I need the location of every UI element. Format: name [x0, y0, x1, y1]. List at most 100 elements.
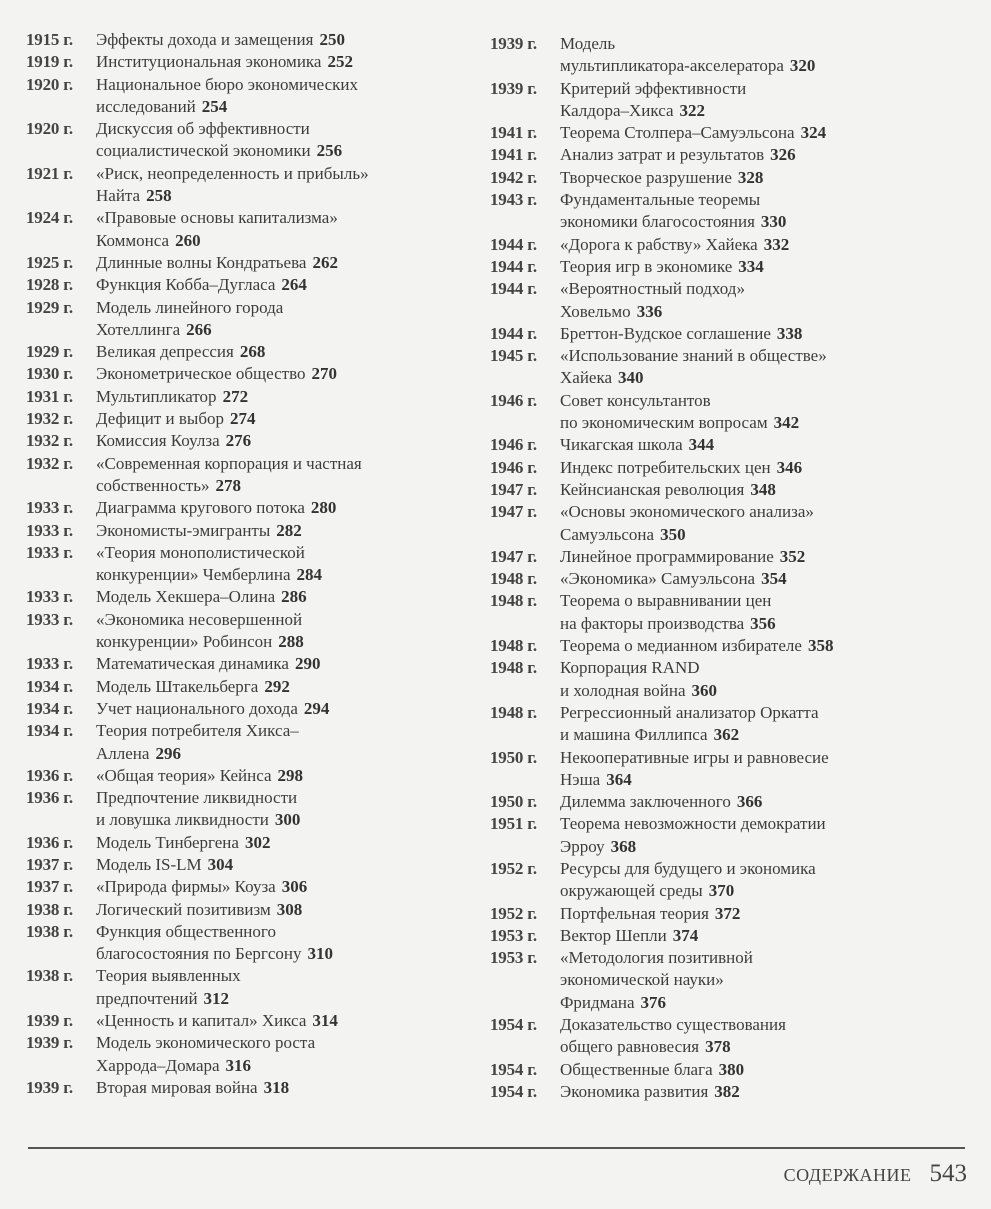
entry-year: 1915 г.	[26, 30, 73, 49]
toc-entry[interactable]: 1954 г. Доказательство существования общег…	[490, 1014, 960, 1059]
toc-entry[interactable]: 1915 г. Эффекты дохода и замещения 250	[26, 29, 476, 51]
entry-title-line: благосостояния по Бергсону 310	[96, 943, 476, 965]
toc-entry[interactable]: 1946 г. Индекс потребительских цен 346	[490, 457, 960, 479]
toc-entry[interactable]: 1938 г. Теория выявленных предпочтений 312	[26, 965, 476, 1010]
entry-year: 1921 г.	[26, 163, 73, 183]
entry-year: 1948 г.	[490, 658, 537, 678]
entry-title-text: Вектор Шепли	[560, 925, 667, 945]
toc-entry[interactable]: 1951 г. Теорема невозможности демократии Э…	[490, 813, 960, 858]
toc-entry[interactable]: 1947 г. «Основы экономического анализа» Са…	[490, 501, 960, 546]
entry-title-line: Коммонса 260	[96, 230, 476, 252]
entry-title-text: Модель экономического роста	[96, 1033, 316, 1053]
toc-entry[interactable]: 1953 г. «Методология позитивной экономичес…	[490, 947, 960, 1014]
entry-page-number: 368	[610, 836, 637, 856]
toc-entry[interactable]: 1944 г. «Дорога к рабству» Хайека 332	[490, 234, 960, 256]
entry-page-number: 256	[316, 141, 343, 161]
toc-entry[interactable]: 1939 г. Модель экономического роста Харрод…	[26, 1032, 476, 1077]
toc-entry[interactable]: 1930 г. Эконометрическое общество 270	[26, 363, 476, 385]
toc-entry[interactable]: 1931 г. Мультипликатор 272	[26, 386, 476, 408]
entry-page-number: 356	[750, 613, 776, 633]
toc-entry[interactable]: 1939 г. Модель мультипликатора-акселератор…	[490, 33, 960, 78]
toc-entry[interactable]: 1925 г. Длинные волны Кондратьева 262	[26, 252, 476, 274]
toc-entry[interactable]: 1938 г. Функция общественного благосостоян…	[26, 921, 476, 966]
toc-entry[interactable]: 1939 г. Критерий эффективности Калдора–Хик…	[490, 78, 960, 123]
entry-year: 1954 г.	[490, 1081, 537, 1101]
toc-entry[interactable]: 1933 г. «Экономика несовершенной конкуренц…	[26, 609, 476, 654]
entry-year: 1953 г.	[490, 925, 537, 945]
entry-year: 1929 г.	[26, 342, 73, 362]
toc-entry[interactable]: 1924 г. «Правовые основы капитализма» Комм…	[26, 207, 476, 252]
toc-entry[interactable]: 1945 г. «Использование знаний в обществе»…	[490, 345, 960, 390]
entry-title: Модель Штакельберга 292	[96, 676, 476, 698]
entry-title: Теория игр в экономике 334	[560, 256, 960, 278]
toc-entry[interactable]: 1938 г. Логический позитивизм 308	[26, 899, 476, 921]
toc-entry[interactable]: 1934 г. Теория потребителя Хикса– Аллена 29…	[26, 720, 476, 765]
entry-title-text: Теория игр в экономике	[560, 256, 733, 276]
toc-entry[interactable]: 1939 г. Вторая мировая война 318	[26, 1077, 476, 1099]
entry-title-text: «Основы экономического анализа»	[560, 502, 814, 522]
toc-entry[interactable]: 1948 г. Регрессионный анализатор Оркатта и…	[490, 702, 960, 747]
toc-entry[interactable]: 1934 г. Модель Штакельберга 292	[26, 676, 476, 698]
toc-entry[interactable]: 1936 г. Модель Тинбергена 302	[26, 832, 476, 854]
toc-entry[interactable]: 1944 г. Теория игр в экономике 334	[490, 256, 960, 278]
entry-year: 1954 г.	[490, 1015, 537, 1035]
toc-entry[interactable]: 1954 г. Экономика развития 382	[490, 1081, 960, 1103]
entry-title-text: Харрода–Домара	[96, 1055, 220, 1075]
toc-entry[interactable]: 1948 г. Теорема о выравнивании цен на факт…	[490, 590, 960, 635]
toc-entry[interactable]: 1946 г. Чикагская школа 344	[490, 434, 960, 456]
entry-page-number: 318	[263, 1077, 290, 1097]
toc-entry[interactable]: 1946 г. Совет консультантов по экономическ…	[490, 390, 960, 435]
toc-entry[interactable]: 1920 г. Национальное бюро экономических ис…	[26, 74, 476, 119]
toc-entry[interactable]: 1939 г. «Ценность и капитал» Хикса 314	[26, 1010, 476, 1032]
toc-entry[interactable]: 1932 г. «Современная корпорация и частная…	[26, 453, 476, 498]
entry-title-line: конкуренции» Робинсон 288	[96, 631, 476, 653]
toc-entry[interactable]: 1929 г. Великая депрессия 268	[26, 341, 476, 363]
entry-title-text: Модель IS-LM	[96, 854, 202, 874]
toc-entry[interactable]: 1942 г. Творческое разрушение 328	[490, 167, 960, 189]
toc-entry[interactable]: 1950 г. Некооперативные игры и равновесие…	[490, 747, 960, 792]
toc-entry[interactable]: 1943 г. Фундаментальные теоремы экономики …	[490, 189, 960, 234]
toc-entry[interactable]: 1947 г. Кейнсианская революция 348	[490, 479, 960, 501]
entry-title-text: «Правовые основы капитализма»	[96, 208, 338, 228]
toc-entry[interactable]: 1933 г. Экономисты-эмигранты 282	[26, 520, 476, 542]
toc-entry[interactable]: 1933 г. Математическая динамика 290	[26, 653, 476, 675]
toc-entry[interactable]: 1944 г. Бреттон-Вудское соглашение 338	[490, 323, 960, 345]
toc-entry[interactable]: 1920 г. Дискуссия об эффективности социали…	[26, 118, 476, 163]
toc-entry[interactable]: 1954 г. Общественные блага 380	[490, 1059, 960, 1081]
entry-title: Теорема о выравнивании цен на факторы про…	[560, 590, 960, 635]
toc-entry[interactable]: 1950 г. Дилемма заключенного 366	[490, 791, 960, 813]
toc-entry[interactable]: 1921 г. «Риск, неопределенность и прибыль…	[26, 163, 476, 208]
entry-title: Кейнсианская революция 348	[560, 479, 960, 501]
toc-entry[interactable]: 1944 г. «Вероятностный подход» Ховельмо 336	[490, 278, 960, 323]
entry-title-text: Эрроу	[560, 836, 605, 856]
toc-entry[interactable]: 1941 г. Теорема Столпера–Самуэльсона 324	[490, 122, 960, 144]
toc-entry[interactable]: 1953 г. Вектор Шепли 374	[490, 925, 960, 947]
toc-entry[interactable]: 1948 г. Корпорация RAND и холодная война 36…	[490, 657, 960, 702]
toc-entry[interactable]: 1933 г. Диаграмма кругового потока 280	[26, 497, 476, 519]
toc-entry[interactable]: 1937 г. Модель IS-LM 304	[26, 854, 476, 876]
toc-entry[interactable]: 1948 г. «Экономика» Самуэльсона 354	[490, 568, 960, 590]
toc-entry[interactable]: 1929 г. Модель линейного города Хотеллинга…	[26, 297, 476, 342]
entry-year: 1944 г.	[490, 279, 537, 299]
entry-title-text: Индекс потребительских цен	[560, 457, 771, 477]
toc-entry[interactable]: 1952 г. Портфельная теория 372	[490, 903, 960, 925]
toc-entry[interactable]: 1937 г. «Природа фирмы» Коуза 306	[26, 876, 476, 898]
entry-year: 1941 г.	[490, 145, 537, 165]
toc-entry[interactable]: 1936 г. Предпочтение ликвидности и ловушка…	[26, 787, 476, 832]
entry-title: Доказательство существования общего равно…	[560, 1014, 960, 1059]
toc-entry[interactable]: 1919 г. Институциональная экономика 252	[26, 51, 476, 73]
toc-entry[interactable]: 1933 г. «Теория монополистической конкурен…	[26, 542, 476, 587]
toc-entry[interactable]: 1941 г. Анализ затрат и результатов 326	[490, 144, 960, 166]
toc-entry[interactable]: 1932 г. Комиссия Коулза 276	[26, 430, 476, 452]
toc-entry[interactable]: 1932 г. Дефицит и выбор 274	[26, 408, 476, 430]
toc-entry[interactable]: 1947 г. Линейное программирование 352	[490, 546, 960, 568]
toc-entry[interactable]: 1928 г. Функция Кобба–Дугласа 264	[26, 274, 476, 296]
toc-entry[interactable]: 1936 г. «Общая теория» Кейнса 298	[26, 765, 476, 787]
toc-entry[interactable]: 1933 г. Модель Хекшера–Олина 286	[26, 586, 476, 608]
entry-page-number: 326	[770, 145, 796, 165]
entry-title-line: конкуренции» Чемберлина 284	[96, 564, 476, 586]
entry-page-number: 332	[763, 234, 790, 254]
toc-entry[interactable]: 1952 г. Ресурсы для будущего и экономика о…	[490, 858, 960, 903]
toc-entry[interactable]: 1934 г. Учет национального дохода 294	[26, 698, 476, 720]
toc-entry[interactable]: 1948 г. Теорема о медианном избирателе 358	[490, 635, 960, 657]
